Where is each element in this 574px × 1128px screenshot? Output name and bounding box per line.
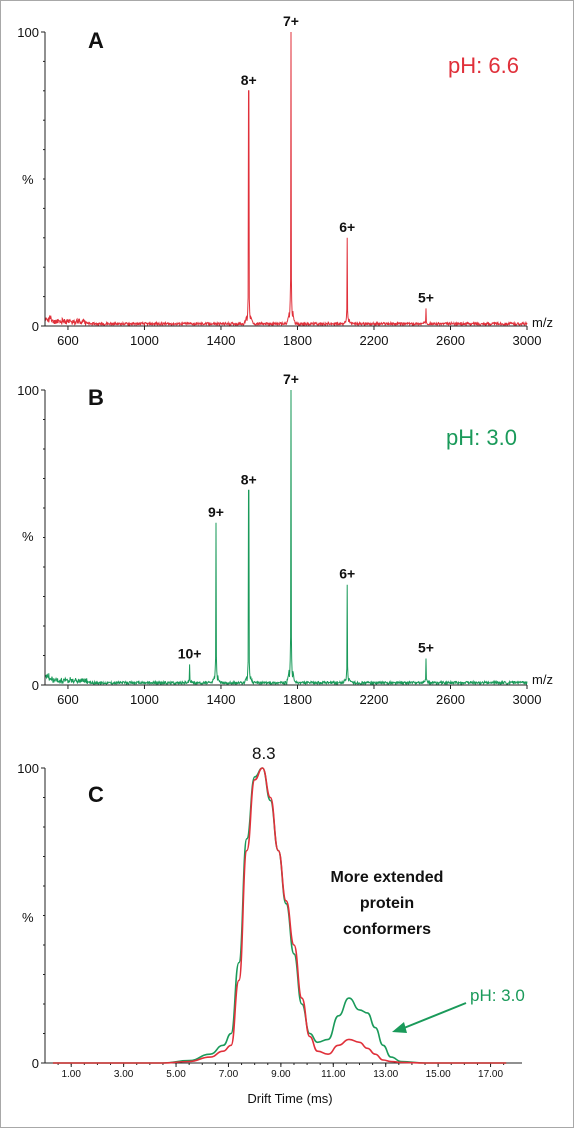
panel-a-x-tick-label: 1400 [207,333,236,348]
panel-c-annotation-line-3: conformers [343,921,431,938]
panel-c-annotation-line-2: protein [360,895,414,912]
panel-c-x-tick-label: 3.00 [114,1069,134,1080]
panel-b-x-tick-label: 1400 [207,692,236,707]
panel-b-letter: B [88,385,104,410]
panel-a-spectrum [44,31,528,327]
panel-c-y-tick-label: 0 [32,1056,39,1071]
panel-c-x-tick-label: 17.00 [478,1069,503,1080]
panel-b-peak-label-6plus: 6+ [339,566,355,582]
panel-a-peak-label-7plus: 7+ [283,13,299,29]
panel-a-spectrum-trace [44,31,528,327]
panel-a-xlabel: m/z [532,315,553,330]
panel-c-x-tick-label: 15.00 [426,1069,451,1080]
panel-b-x-tick-label: 1800 [283,692,312,707]
panel-b-peak-label-7plus: 7+ [283,371,299,387]
panel-c-apex-label: 8.3 [252,744,276,763]
panel-c-x-tick-label: 9.00 [271,1069,291,1080]
panel-a-x-tick-label: 2200 [360,333,389,348]
panel-c: 0 100 1.00 3.00 5.00 7.00 9.00 11.00 13.00 15.00 1… [17,744,525,1106]
panel-b-y-tick-label: 100 [17,383,39,398]
panel-b-peak-label-10plus: 10+ [178,645,202,661]
panel-b-xlabel: m/z [532,672,553,687]
panel-c-letter: C [88,782,104,807]
panel-c-trace-red [52,767,507,1064]
panel-c-xlabel: Drift Time (ms) [247,1091,332,1106]
panel-c-traces [52,767,507,1064]
panel-b: 0 100 600 1000 1400 1800 2200 2600 3000 B pH: 3.… [17,371,553,707]
panel-a-peak-label-8plus: 8+ [241,72,257,88]
panel-c-arrow [392,1002,467,1033]
panel-a: 0 100 600 1000 1400 1800 2200 2600 3000 A pH: 6.… [17,13,553,348]
panel-c-x-tick-label: 1.00 [61,1069,81,1080]
panel-a-x-tick-label: 3000 [513,333,542,348]
panel-b-peak-labels: 10+ 9+ 8+ 7+ 6+ 5+ [178,371,434,661]
panel-b-condition-label: pH: 3.0 [446,425,517,450]
panel-a-ylabel: % [22,172,34,187]
panel-a-peak-labels: 8+ 7+ 6+ 5+ [241,13,434,305]
panel-b-x-tick-label: 1000 [130,692,159,707]
panel-b-spectrum [44,389,528,687]
panel-b-y-tick-label: 0 [32,678,39,693]
panel-a-x-tick-label: 2600 [436,333,465,348]
panel-a-peak-label-5plus: 5+ [418,289,434,305]
panel-b-ylabel: % [22,529,34,544]
panel-a-condition-label: pH: 6.6 [448,53,519,78]
panel-a-x-tick-label: 1000 [130,333,159,348]
panel-c-x-tick-label: 13.00 [373,1069,398,1080]
panel-c-x-tick-label: 7.00 [219,1069,239,1080]
panel-a-letter: A [88,28,104,53]
panel-b-x-tick-label: 600 [57,692,79,707]
panel-a-y-tick-label: 100 [17,25,39,40]
panel-a-y-tick-label: 0 [32,319,39,334]
panel-c-y-tick-label: 100 [17,761,39,776]
panel-c-annotation-line-1: More extended [331,869,444,886]
panel-b-peak-label-5plus: 5+ [418,639,434,655]
panel-a-peak-label-6plus: 6+ [339,219,355,235]
panel-b-peak-label-9plus: 9+ [208,504,224,520]
panel-b-spectrum-trace [44,389,528,687]
panel-c-axes: 0 100 1.00 3.00 5.00 7.00 9.00 11.00 13.00 15.00 1… [17,761,522,1080]
panel-c-trace-green [52,767,507,1064]
panel-c-x-tick-label: 11.00 [321,1069,346,1080]
panel-b-x-tick-label: 3000 [513,692,542,707]
panel-a-x-tick-label: 600 [57,333,79,348]
panel-a-x-tick-label: 1800 [283,333,312,348]
panel-b-axes: 0 100 600 1000 1400 1800 2200 2600 3000 [17,383,541,707]
panel-b-peak-label-8plus: 8+ [241,471,257,487]
panel-c-x-tick-label: 5.00 [166,1069,186,1080]
panel-c-ylabel: % [22,910,34,925]
panel-b-x-tick-label: 2600 [436,692,465,707]
panel-c-arrow-label: pH: 3.0 [470,986,525,1005]
panel-b-x-tick-label: 2200 [360,692,389,707]
panel-a-axes: 0 100 600 1000 1400 1800 2200 2600 3000 [17,25,541,348]
